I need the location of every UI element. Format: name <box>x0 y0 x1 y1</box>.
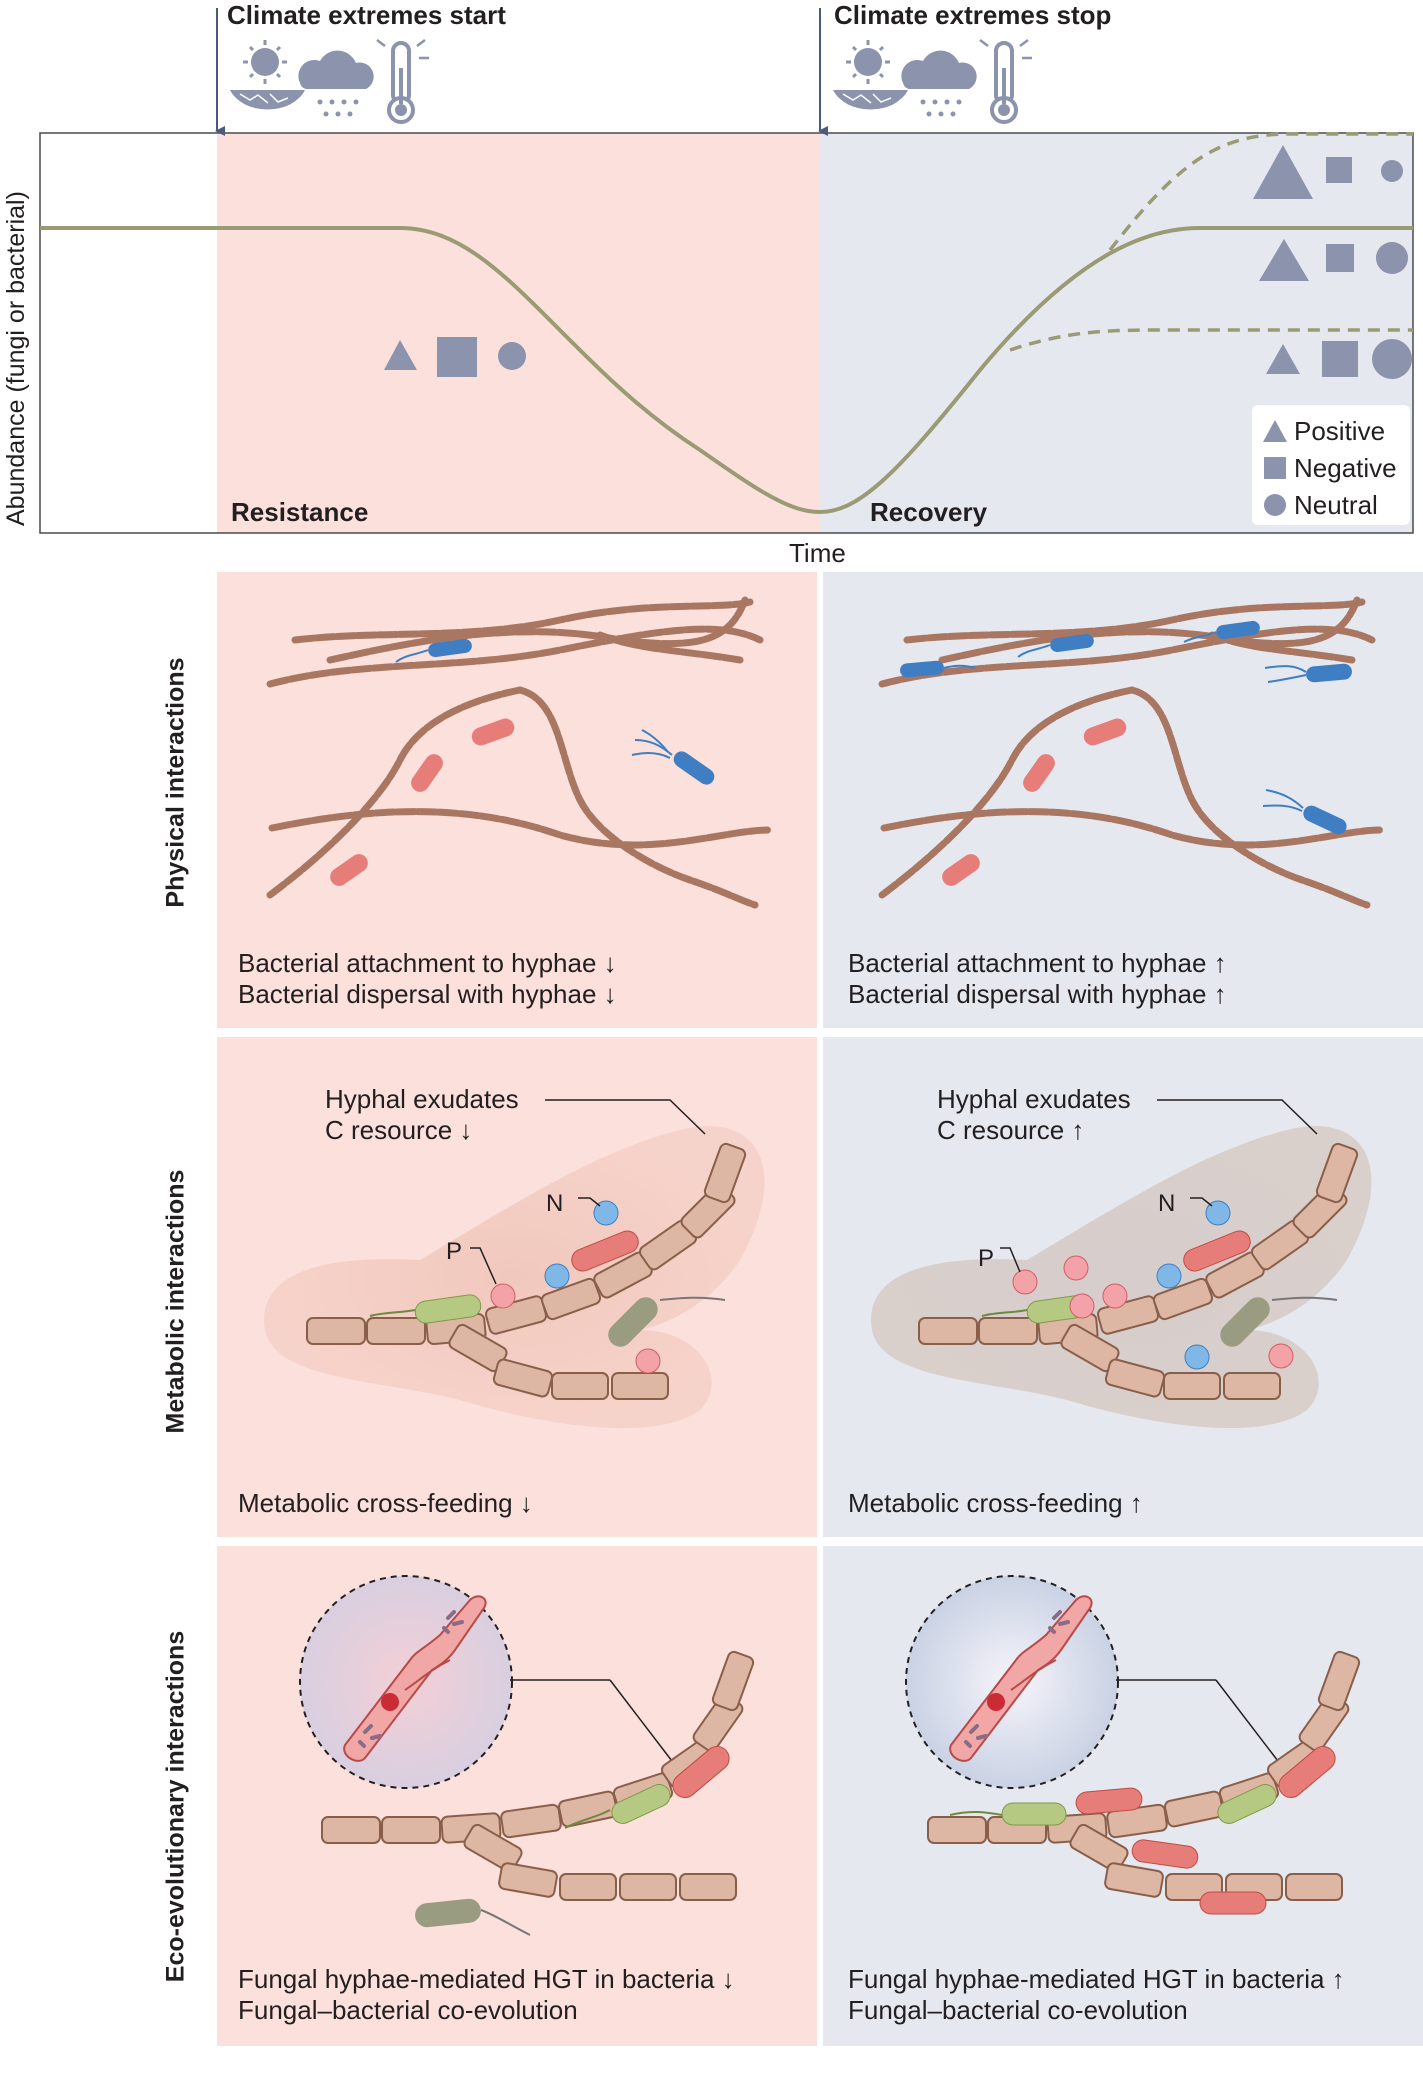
metabolic-callout-right: Hyphal exudates C resource ↑ <box>937 1084 1131 1146</box>
evo-left-line-2: Fungal–bacterial co-evolution <box>238 1995 578 2025</box>
metabolic-bacteria-left <box>369 1197 726 1374</box>
evo-bacteria-right <box>949 1746 1336 1915</box>
hgt-zoom-left <box>299 1575 679 1789</box>
hgt-zoom-right <box>905 1575 1285 1789</box>
legend-circle-icon <box>1264 494 1286 516</box>
nutrient-n-label-left: N <box>546 1190 564 1217</box>
evo-caption-left: Fungal hyphae-mediated HGT in bacteria ↓… <box>238 1964 735 2026</box>
callout-right-line-2: C resource ↑ <box>937 1115 1085 1145</box>
abundance-curve-lower <box>1009 328 1413 352</box>
row-label-eco-evolutionary: Eco-evolutionary interactions <box>161 1630 190 1983</box>
callout-line-right <box>1157 1099 1318 1135</box>
evo-bacteria-left <box>415 1746 730 1936</box>
hyphae-network-right <box>878 596 1386 909</box>
hyphae-network-left <box>266 596 774 909</box>
physical-right-line-2: Bacterial dispersal with hyphae ↑ <box>848 979 1227 1009</box>
recovery-shapes-low <box>1266 339 1412 379</box>
evo-right-line-1: Fungal hyphae-mediated HGT in bacteria ↑ <box>848 1964 1345 1994</box>
hyphal-cells-evo-left <box>321 1650 755 1901</box>
legend-box <box>1252 405 1410 525</box>
phase-resistance-label: Resistance <box>231 497 369 527</box>
physical-caption-left: Bacterial attachment to hyphae ↓ Bacteri… <box>238 948 617 1010</box>
abundance-curve <box>40 226 1413 515</box>
row-label-physical: Physical interactions <box>161 657 190 908</box>
x-axis-label: Time <box>789 538 846 568</box>
legend-neutral: Neutral <box>1294 490 1378 520</box>
metabolic-caption-right: Metabolic cross-feeding ↑ <box>848 1488 1143 1518</box>
plot-frame <box>39 132 1414 534</box>
legend-icons <box>1263 420 1287 516</box>
nutrient-p-label-left: P <box>446 1238 463 1265</box>
y-axis-label: Abundance (fungi or bacterial) <box>2 191 30 526</box>
bacteria-physical-left <box>330 638 715 886</box>
bacteria-physical-right <box>900 620 1352 886</box>
metabolic-caption-left: Metabolic cross-feeding ↓ <box>238 1488 533 1518</box>
exudate-halo-right <box>871 1126 1372 1429</box>
callout-left-line-2: C resource ↓ <box>325 1115 473 1145</box>
event-stop-label: Climate extremes stop <box>834 0 1112 30</box>
physical-caption-right: Bacterial attachment to hyphae ↑ Bacteri… <box>848 948 1227 1010</box>
callout-left-line-1: Hyphal exudates <box>325 1084 519 1114</box>
climate-extremes-icons-start <box>230 39 429 124</box>
phase-recovery-label: Recovery <box>870 497 988 527</box>
recovery-shapes-top <box>1253 145 1403 199</box>
resistance-shapes <box>384 337 526 377</box>
evo-left-line-1: Fungal hyphae-mediated HGT in bacteria ↓ <box>238 1964 735 1994</box>
hyphal-cells-metabolic-right <box>918 1142 1359 1400</box>
evo-right-line-2: Fungal–bacterial co-evolution <box>848 1995 1188 2025</box>
hyphal-cells-metabolic-left <box>306 1142 747 1400</box>
callout-right-line-1: Hyphal exudates <box>937 1084 1131 1114</box>
climate-extremes-icons-stop <box>833 39 1032 124</box>
physical-left-line-1: Bacterial attachment to hyphae ↓ <box>238 948 617 978</box>
legend-square-icon <box>1264 457 1286 479</box>
nutrient-p-label-right: P <box>978 1245 995 1272</box>
nutrient-n-label-right: N <box>1158 1190 1176 1217</box>
legend-negative: Negative <box>1294 453 1397 483</box>
panels <box>217 572 1423 2046</box>
metabolic-callout-left: Hyphal exudates C resource ↓ <box>325 1084 519 1146</box>
resistance-zone <box>217 133 820 533</box>
physical-right-line-1: Bacterial attachment to hyphae ↑ <box>848 948 1227 978</box>
abundance-curve-upper <box>1108 132 1413 252</box>
row-label-metabolic: Metabolic interactions <box>161 1169 190 1434</box>
recovery-shapes-mid <box>1259 239 1408 281</box>
legend-positive: Positive <box>1294 416 1386 446</box>
legend-triangle-icon <box>1263 420 1287 442</box>
metabolic-bacteria-right <box>981 1197 1338 1370</box>
event-start-label: Climate extremes start <box>227 0 506 30</box>
callout-line-left <box>545 1099 706 1135</box>
evo-caption-right: Fungal hyphae-mediated HGT in bacteria ↑… <box>848 1964 1345 2026</box>
physical-left-line-2: Bacterial dispersal with hyphae ↓ <box>238 979 617 1009</box>
